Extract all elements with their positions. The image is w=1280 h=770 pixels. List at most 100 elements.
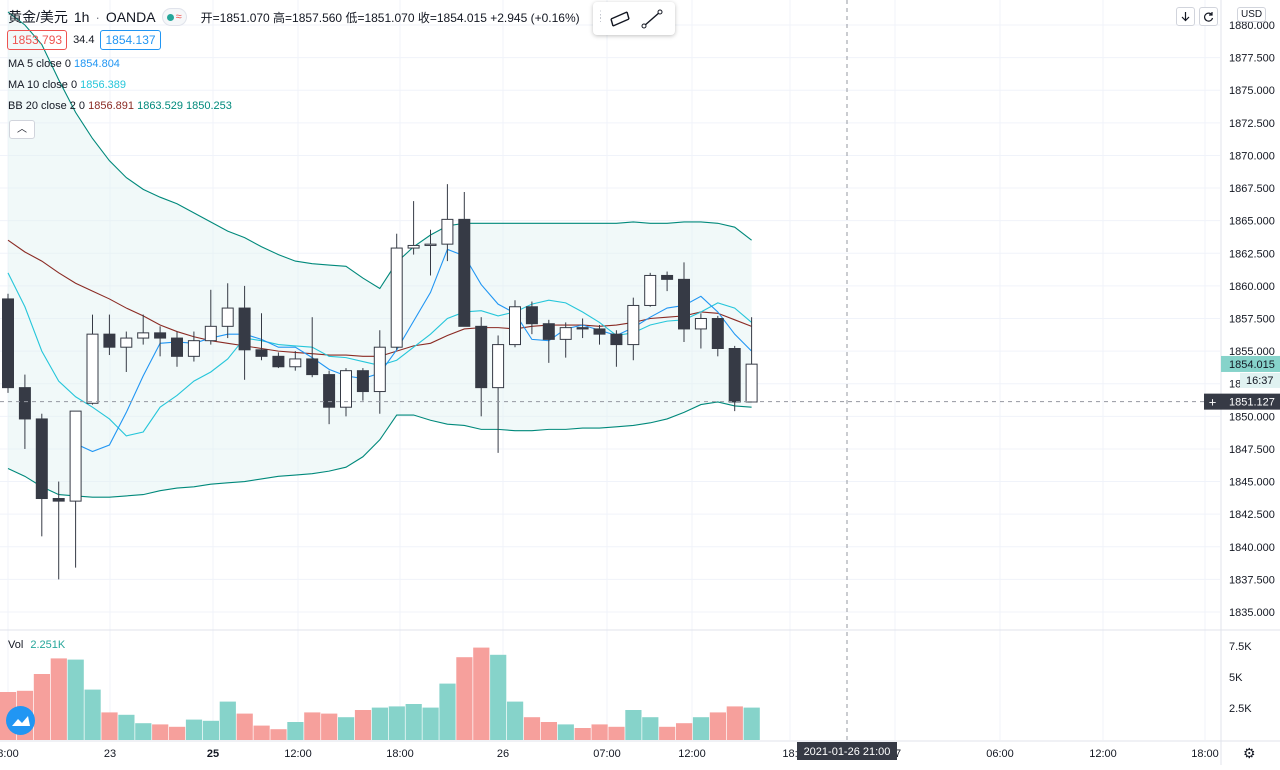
crosshair-add-button[interactable] — [1204, 393, 1221, 410]
candle[interactable] — [356, 368, 369, 401]
candle-body — [559, 327, 572, 340]
candle-body — [238, 307, 251, 351]
symbol-name[interactable]: 黄金/美元 — [8, 9, 68, 25]
candle[interactable] — [542, 319, 555, 363]
trend-line-button[interactable] — [636, 4, 668, 34]
ma5-legend[interactable]: MA 5 close 0 1854.804 — [8, 58, 120, 70]
candle[interactable] — [475, 317, 488, 417]
candle[interactable] — [255, 313, 268, 361]
legend-collapse-button[interactable]: ︿ — [9, 120, 35, 139]
candle-body — [373, 346, 386, 393]
candle[interactable] — [103, 314, 116, 356]
settings-gear-icon[interactable]: ⚙ — [1243, 745, 1256, 761]
volume-bar — [371, 707, 388, 740]
candle[interactable] — [2, 293, 14, 393]
time-tick-label: 07:00 — [593, 748, 621, 760]
volume-bar — [490, 654, 507, 740]
bid-price[interactable]: 1853.793 — [7, 30, 68, 50]
candle-body — [661, 274, 674, 280]
currency-button[interactable]: USD — [1237, 7, 1267, 22]
reload-button[interactable] — [1199, 7, 1218, 26]
drawing-toolbar: ⋮ ⋮ — [593, 2, 675, 35]
last-price-tag[interactable] — [1221, 355, 1280, 372]
candle[interactable] — [69, 410, 82, 568]
candle-body — [323, 374, 336, 408]
candle-body — [221, 307, 234, 327]
candle[interactable] — [593, 325, 606, 345]
candle[interactable] — [644, 272, 657, 307]
candle[interactable] — [289, 351, 302, 371]
candle-body — [458, 218, 471, 327]
price-tick-label: 1855.000 — [1229, 346, 1275, 358]
candle[interactable] — [373, 330, 386, 414]
ask-price[interactable]: 1854.137 — [100, 30, 161, 50]
price-tick-label: 1872.500 — [1229, 118, 1275, 130]
candle[interactable] — [137, 314, 150, 345]
candle[interactable] — [576, 318, 589, 339]
candle[interactable] — [221, 283, 234, 339]
candle[interactable] — [745, 317, 758, 403]
candle[interactable] — [661, 271, 674, 292]
symbol-header[interactable]: 黄金/美元 1h · OANDA ≈ 开=1851.070 高=1857.560… — [8, 8, 580, 26]
parallel-channel-button[interactable] — [604, 4, 636, 34]
candle[interactable] — [694, 313, 707, 349]
candle-body — [525, 306, 538, 325]
ma10-legend[interactable]: MA 10 close 0 1856.389 — [8, 79, 126, 91]
candle[interactable] — [187, 331, 200, 362]
candle[interactable] — [509, 300, 521, 348]
candle[interactable] — [678, 262, 690, 342]
candle[interactable] — [559, 322, 572, 358]
candle-body — [69, 410, 82, 502]
candle[interactable] — [407, 201, 420, 255]
crosshair-time-text: 2021-01-26 21:00 — [804, 746, 891, 758]
volume-legend[interactable]: Vol 2.251K — [8, 639, 65, 651]
crosshair-price-tag — [1221, 393, 1280, 410]
bb-basis-value: 1856.891 — [88, 100, 135, 112]
refresh-icon — [1204, 12, 1214, 22]
volume-tick-label: 5K — [1229, 672, 1243, 684]
bb-upper-value: 1863.529 — [137, 100, 183, 112]
candle[interactable] — [441, 184, 454, 262]
candle[interactable] — [306, 317, 319, 378]
candle[interactable] — [86, 314, 99, 405]
candle[interactable] — [204, 289, 217, 345]
candle[interactable] — [323, 370, 336, 425]
drag-handle-icon[interactable]: ⋮ ⋮ — [596, 8, 605, 23]
tradingview-logo-icon[interactable] — [6, 706, 35, 735]
candle[interactable] — [171, 331, 183, 367]
candle[interactable] — [18, 374, 31, 449]
candle[interactable] — [35, 413, 48, 537]
candle[interactable] — [238, 285, 251, 380]
candle[interactable] — [610, 330, 623, 367]
interval-label[interactable]: 1h — [73, 9, 90, 25]
candle[interactable] — [627, 297, 640, 361]
bb-legend[interactable]: BB 20 close 2 0 1856.891 1863.529 1850.2… — [8, 100, 232, 112]
bollinger-lower-line — [7, 401, 752, 498]
candle[interactable] — [525, 301, 538, 335]
candle[interactable] — [424, 229, 437, 276]
time-tick-label: 23 — [104, 748, 116, 760]
candle[interactable] — [492, 335, 505, 453]
candle[interactable] — [728, 345, 741, 412]
candle[interactable] — [390, 233, 403, 350]
candle-body — [745, 363, 758, 403]
candle[interactable] — [272, 352, 285, 369]
volume-bar — [743, 707, 760, 740]
candle[interactable] — [340, 368, 352, 417]
candle[interactable] — [154, 326, 167, 357]
volume-bar — [507, 701, 524, 740]
time-tick-label: 18: — [782, 748, 797, 760]
candle[interactable] — [120, 331, 133, 372]
candle[interactable] — [52, 481, 65, 580]
bollinger-upper-line — [7, 11, 752, 290]
market-status[interactable]: ≈ — [161, 8, 187, 26]
volume-bar — [523, 717, 541, 740]
download-button[interactable] — [1176, 7, 1195, 26]
candle[interactable] — [458, 191, 471, 327]
data-delay-icon: ≈ — [175, 11, 182, 23]
candle[interactable] — [711, 315, 724, 357]
volume-bar — [304, 712, 321, 740]
volume-bar — [354, 710, 372, 740]
